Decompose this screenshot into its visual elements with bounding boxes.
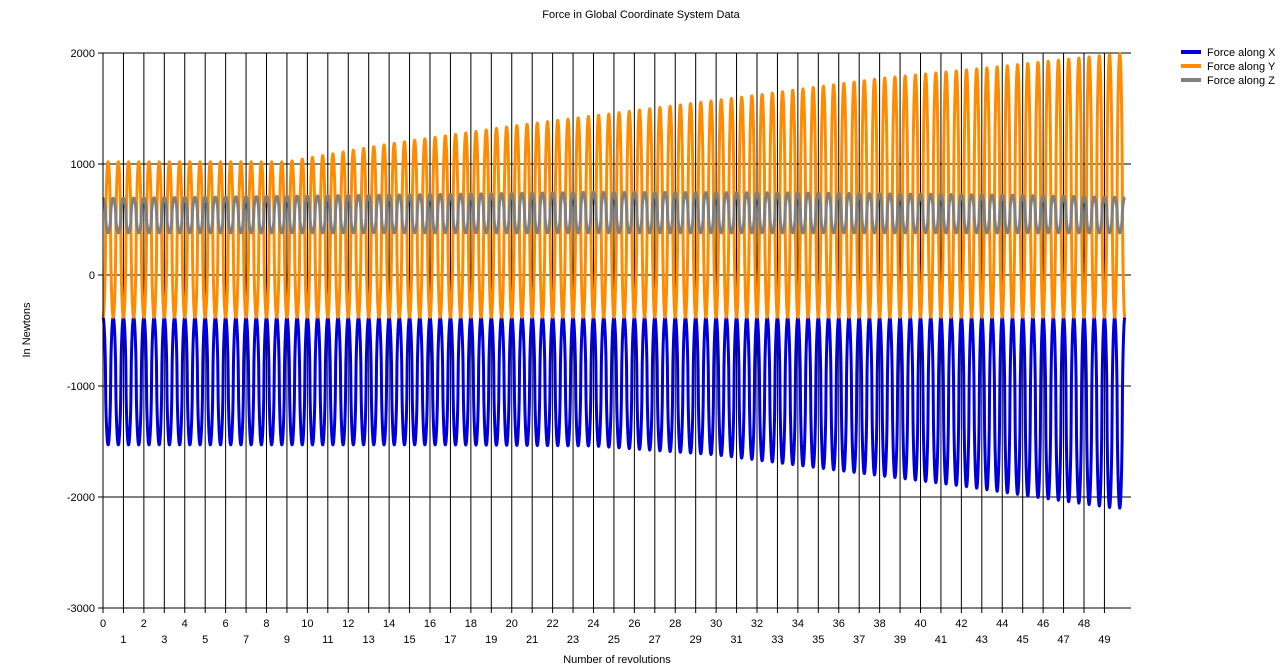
x-tick-label: 17	[444, 634, 456, 646]
x-tick-label: 47	[1057, 634, 1069, 646]
x-tick-label: 44	[996, 618, 1008, 630]
x-tick-label: 21	[526, 634, 538, 646]
x-tick-label: 0	[100, 618, 106, 630]
x-tick-label: 15	[403, 634, 415, 646]
x-tick-label: 2	[141, 618, 147, 630]
y-tick-label: 1000	[71, 159, 95, 171]
x-tick-label: 30	[710, 618, 722, 630]
x-tick-label: 5	[202, 634, 208, 646]
x-tick-label: 48	[1078, 618, 1090, 630]
legend-label: Force along Y	[1207, 61, 1276, 73]
x-tick-label: 36	[833, 618, 845, 630]
x-tick-label: 39	[894, 634, 906, 646]
x-tick-label: 46	[1037, 618, 1049, 630]
x-tick-label: 34	[792, 618, 804, 630]
x-tick-label: 9	[284, 634, 290, 646]
x-tick-label: 49	[1098, 634, 1110, 646]
series-line-3	[101, 190, 1127, 235]
y-tick-label: -1000	[67, 381, 95, 393]
x-tick-label: 43	[976, 634, 988, 646]
x-tick-label: 38	[873, 618, 885, 630]
x-tick-label: 7	[243, 634, 249, 646]
x-tick-label: 10	[301, 618, 313, 630]
x-tick-label: 41	[935, 634, 947, 646]
series-lines	[101, 52, 1127, 510]
x-tick-label: 33	[771, 634, 783, 646]
y-tick-label: 0	[89, 270, 95, 282]
x-tick-label: 45	[1017, 634, 1029, 646]
x-tick-label: 29	[690, 634, 702, 646]
x-tick-label: 14	[383, 618, 395, 630]
x-tick-label: 13	[363, 634, 375, 646]
x-tick-label: 27	[649, 634, 661, 646]
y-tick-label: -2000	[67, 492, 95, 504]
x-tick-label: 3	[161, 634, 167, 646]
y-axis-label: In Newtons	[21, 302, 33, 358]
x-tick-label: 22	[546, 618, 558, 630]
x-tick-label: 12	[342, 618, 354, 630]
x-tick-label: 37	[853, 634, 865, 646]
x-tick-label: 23	[567, 634, 579, 646]
axes	[98, 52, 1131, 613]
x-tick-label: 24	[587, 618, 599, 630]
chart-title: Force in Global Coordinate System Data	[542, 9, 740, 21]
x-tick-label: 31	[730, 634, 742, 646]
x-tick-label: 25	[608, 634, 620, 646]
x-axis-label: Number of revolutions	[563, 654, 671, 666]
legend-label: Force along X	[1207, 47, 1276, 59]
x-tick-label: 6	[223, 618, 229, 630]
x-tick-label: 20	[506, 618, 518, 630]
y-tick-label: -3000	[67, 603, 95, 615]
x-tick-label: 26	[628, 618, 640, 630]
x-tick-label: 8	[263, 618, 269, 630]
x-tick-label: 18	[465, 618, 477, 630]
tick-labels: -3000-2000-10000100020000123456789101112…	[67, 48, 1111, 646]
x-tick-label: 16	[424, 618, 436, 630]
x-tick-label: 1	[120, 634, 126, 646]
y-tick-label: 2000	[71, 48, 95, 60]
x-tick-label: 28	[669, 618, 681, 630]
x-tick-label: 32	[751, 618, 763, 630]
x-tick-label: 35	[812, 634, 824, 646]
series-line-2	[101, 52, 1127, 319]
x-tick-label: 42	[955, 618, 967, 630]
x-tick-label: 4	[182, 618, 188, 630]
x-tick-label: 40	[914, 618, 926, 630]
x-tick-label: 19	[485, 634, 497, 646]
x-tick-label: 11	[322, 634, 333, 646]
legend: Force along X Force along Y Force along Z	[1181, 47, 1276, 87]
legend-label: Force along Z	[1207, 75, 1275, 87]
